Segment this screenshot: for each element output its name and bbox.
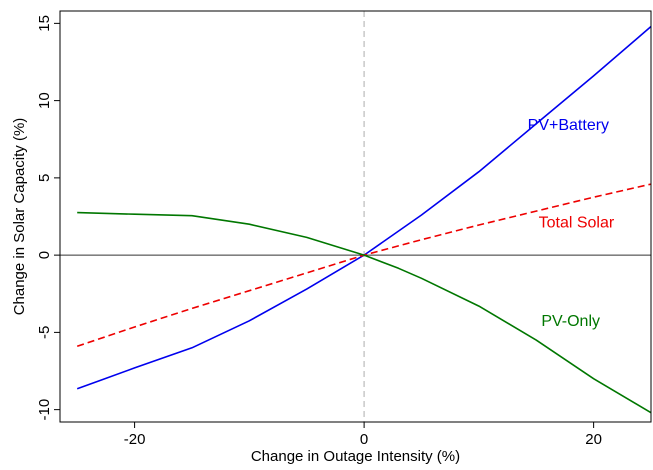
y-tick-label: 5: [36, 174, 53, 182]
y-tick-label: 10: [36, 92, 53, 109]
y-tick-label: 0: [36, 251, 53, 259]
x-axis: -20 0 20: [124, 422, 602, 448]
x-axis-label: Change in Outage Intensity (%): [251, 448, 460, 465]
y-axis: -10 -5 0 5 10 15: [36, 15, 60, 420]
y-tick-label: -5: [36, 326, 53, 339]
x-tick-label: 0: [360, 431, 368, 448]
plot-frame: [59, 10, 652, 423]
series-line-pv-only: [77, 211, 652, 414]
plot-area: [60, 11, 651, 422]
x-tick-label: 20: [585, 431, 602, 448]
series-label-pv-only: PV-Only: [541, 313, 600, 330]
y-tick-label: 15: [36, 15, 53, 32]
series-label-total-solar: Total Solar: [539, 214, 615, 231]
x-tick-label: -20: [124, 431, 146, 448]
y-tick-label: -10: [36, 399, 53, 421]
labels-layer: PV+Battery Total Solar PV-Only: [528, 117, 615, 330]
y-axis-label: Change in Solar Capacity (%): [11, 118, 28, 316]
series-label-pv-battery: PV+Battery: [528, 117, 609, 134]
series-layer: [76, 25, 652, 414]
